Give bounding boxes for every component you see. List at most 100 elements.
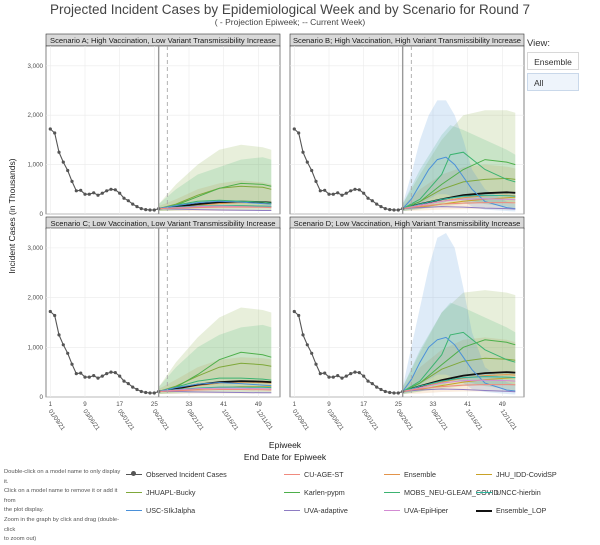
observed-point — [301, 150, 305, 154]
observed-point — [113, 188, 117, 192]
series-line-mobs-neu-gleam-covid — [402, 331, 516, 392]
legend-label: Observed Incident Cases — [146, 470, 227, 479]
legend-item-ensemble-lop[interactable]: Ensemble_LOP — [476, 506, 546, 515]
observed-point — [92, 374, 96, 378]
observed-point — [96, 376, 100, 380]
x-tick-date-label: 10/16/21 — [220, 408, 240, 432]
facet-panel: Scenario C; Low Vaccination, Low Variant… — [28, 216, 281, 432]
x-tick-label: 9 — [327, 401, 331, 408]
facet-title: Scenario A; High Vaccination, Low Varian… — [50, 36, 276, 45]
legend-item-jhuapl-bucky[interactable]: JHUAPL-Bucky — [126, 488, 196, 497]
ribbon-mobs-neu-gleam-covid — [402, 125, 516, 211]
help-line: Click on a model name to remove it or ad… — [4, 488, 118, 504]
ribbon-jhuapl-bucky — [158, 144, 272, 211]
facet-title: Scenario B; High Vaccination, High Varia… — [293, 36, 521, 45]
legend-label: JHU_IDD-CovidSP — [496, 470, 557, 479]
observed-point — [383, 389, 387, 394]
legend-item-karlen-pypm[interactable]: Karlen-pypm — [284, 488, 345, 497]
ribbon-mobs-neu-gleam-covid — [402, 302, 516, 394]
y-tick-label: 2,000 — [28, 295, 44, 302]
observed-point — [105, 189, 109, 193]
y-tick-label: 3,000 — [28, 63, 44, 70]
observed-point — [297, 313, 301, 318]
observed-point — [122, 379, 126, 383]
legend-swatch — [126, 492, 142, 493]
x-tick-label: 1 — [293, 401, 297, 408]
facet-title: Scenario C; Low Vaccination, Low Variant… — [50, 219, 275, 228]
observed-point — [48, 127, 52, 131]
observed-point — [314, 362, 318, 366]
legend-item-mobs-neu-gleam-covid[interactable]: MOBS_NEU-GLEAM_COVID — [384, 488, 499, 497]
legend-label: CU-AGE-ST — [304, 470, 344, 479]
observed-point — [70, 362, 74, 366]
series-line-karlen-pypm — [402, 159, 516, 210]
observed-point — [340, 376, 344, 380]
observed-point — [61, 160, 65, 164]
observed-point — [131, 202, 135, 206]
series-line-cu-age-st — [158, 206, 272, 210]
view-option-all[interactable]: All — [527, 73, 579, 91]
series-line-uva-adaptive — [402, 388, 516, 393]
series-line-uncc-hierbin — [402, 194, 516, 210]
legend-item-usc-sikjalpha[interactable]: USC-SIkJalpha — [126, 506, 195, 515]
legend-item-uva-epihiper[interactable]: UVA-EpiHiper — [384, 506, 448, 515]
series-line-uva-epihiper — [158, 387, 272, 392]
observed-point — [57, 333, 61, 337]
observed-point — [327, 192, 331, 196]
observed-point — [152, 391, 156, 395]
observed-point — [118, 374, 122, 378]
legend-item-uncc-hierbin[interactable]: UNCC-hierbin — [476, 488, 541, 497]
series-line-usc-sikjalpha — [158, 382, 272, 392]
facet-panel: Scenario A; High Vaccination, Low Varian… — [28, 33, 281, 218]
view-option-ensemble[interactable]: Ensemble — [527, 52, 579, 70]
legend-label: Karlen-pypm — [304, 488, 345, 497]
observed-point — [323, 188, 327, 192]
y-tick-label: 2,000 — [28, 112, 44, 119]
legend-item-jhu-idd-covidsp[interactable]: JHU_IDD-CovidSP — [476, 470, 557, 479]
observed-point — [318, 372, 322, 376]
series-line-jhuapl-bucky — [158, 362, 272, 392]
observed-point — [370, 382, 374, 386]
x-tick-label: 33 — [186, 401, 193, 408]
observed-point — [139, 207, 143, 211]
observed-point — [383, 207, 387, 211]
series-line-cu-age-st — [402, 202, 516, 210]
ribbon-usc-sikjalpha — [402, 233, 516, 395]
ribbon-jhuapl-bucky — [402, 110, 516, 211]
observed-point — [113, 371, 117, 375]
legend-swatch — [476, 509, 492, 512]
legend-item-ensemble[interactable]: Ensemble — [384, 470, 436, 479]
observed-point — [331, 375, 335, 379]
observed-point — [92, 191, 96, 195]
legend-label: UNCC-hierbin — [496, 488, 541, 497]
observed-point — [109, 370, 113, 374]
observed-point — [323, 371, 327, 375]
legend-item-observed-incident-cases[interactable]: Observed Incident Cases — [126, 470, 227, 479]
chart-area[interactable]: Scenario A; High Vaccination, Low Varian… — [0, 0, 600, 470]
x-tick-label: 49 — [255, 401, 262, 408]
observed-point — [148, 208, 152, 212]
x-tick-label: 17 — [116, 401, 123, 408]
series-line-uva-epihiper — [402, 198, 516, 210]
observed-point — [344, 191, 348, 195]
legend-label: Ensemble — [404, 470, 436, 479]
observed-point — [366, 196, 370, 200]
legend-label: UVA-EpiHiper — [404, 506, 449, 515]
ribbon-usc-sikjalpha — [402, 100, 516, 212]
ribbon-mobs-neu-gleam-covid — [158, 324, 272, 394]
series-line-uva-adaptive — [158, 208, 272, 211]
help-text: Double-click on a model name to only dis… — [4, 468, 122, 545]
x-axis-subtitle: End Date for Epiweek — [244, 452, 327, 462]
legend-item-cu-age-st[interactable]: CU-AGE-ST — [284, 470, 344, 479]
chart-title: Projected Incident Cases by Epidemiologi… — [49, 2, 531, 17]
legend-item-uva-adaptive[interactable]: UVA-adaptive — [284, 506, 348, 515]
legend-label: UVA-adaptive — [304, 506, 348, 515]
observed-point — [379, 205, 383, 209]
observed-point — [310, 351, 314, 355]
x-tick-label: 17 — [360, 401, 367, 408]
legend-swatch — [384, 474, 400, 475]
observed-point — [336, 191, 340, 195]
x-tick-label: 49 — [499, 401, 506, 408]
observed-point — [148, 391, 152, 395]
facet-panel: Scenario D; Low Vaccination, High Varian… — [289, 216, 525, 432]
